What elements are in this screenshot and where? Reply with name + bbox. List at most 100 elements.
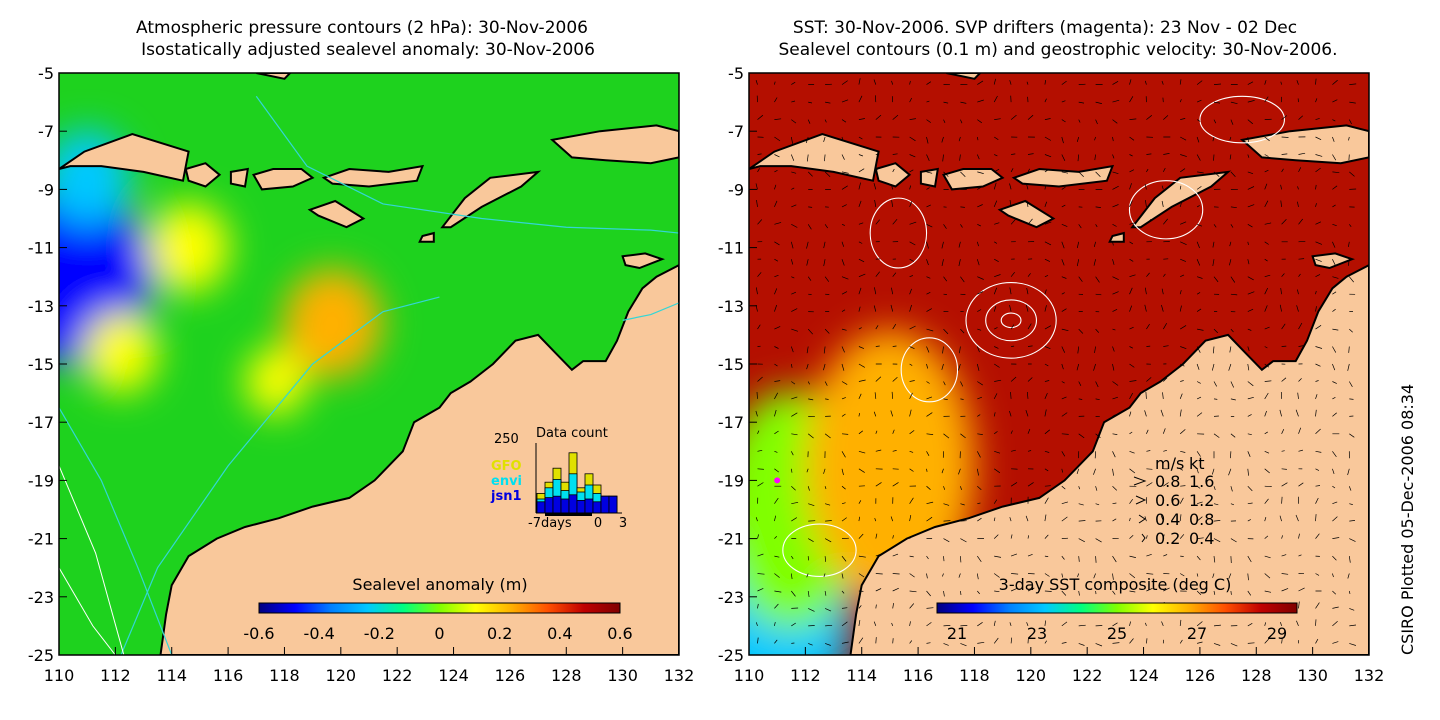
inset-bar-jsn1 [576,499,586,514]
sst-colorbar-ticks: 21 23 25 27 29 [947,624,1287,643]
sla-landmass [59,73,679,655]
island [946,73,982,80]
y-tick-label: -15 [718,355,744,374]
island [59,133,190,182]
island [549,124,679,165]
sealevel-contour-line [782,523,857,577]
x-tick-label: 116 [903,666,934,685]
sla-anomaly-blob [84,311,158,394]
sealevel-contour-line [1128,180,1204,240]
island [440,170,542,229]
bathymetry-line [59,465,125,655]
sealevel-contour-line [985,299,1038,342]
sealevel-contour-line [900,337,959,403]
inset-bar-jsn1 [592,501,602,514]
sla-colorbar-tick-label: -0.4 [304,624,335,643]
sla-y-ticks: -5 -7 -9 -11 -13 -15 -17 -19 -21 -23 -25 [28,64,67,665]
inset-x-label: -7days [528,516,572,531]
y-tick-label: -5 [38,64,54,83]
sst-title-line-1: SST: 30-Nov-2006. SVP drifters (magenta)… [793,18,1297,38]
island [942,168,1005,191]
australia-landmass [159,263,679,655]
velocity-key-arrow [1141,533,1146,543]
velocity-key-rows: 0.8 1.60.6 1.20.4 0.80.2 0.4 [1133,472,1214,548]
x-tick-label: 122 [382,666,413,685]
x-tick-label: 132 [664,666,695,685]
x-tick-label: 114 [156,666,187,685]
inset-title: Data count [536,426,608,441]
island [321,164,425,188]
x-tick-label: 130 [1297,666,1328,685]
y-tick-label: -5 [728,64,744,83]
inset-x-label: 0 [594,516,602,531]
y-tick-label: -13 [28,297,54,316]
sst-map [749,73,1369,655]
velocity-key-ms: 0.2 [1155,529,1180,548]
x-tick-label: 118 [959,666,990,685]
velocity-key-kt: 0.8 [1189,510,1214,529]
sealevel-contour-line [965,281,1057,359]
island [418,231,435,243]
sla-colorbar-tick-label: 0.2 [487,624,512,643]
x-tick-label: 120 [326,666,357,685]
island [874,162,912,188]
velocity-key-arrow [1138,514,1146,524]
sst-title-line-2: Sealevel contours (0.1 m) and geostrophi… [778,40,1337,60]
x-tick-label: 110 [734,666,765,685]
inset-max-label: 250 [494,432,519,447]
y-tick-label: -11 [28,239,54,258]
australia-landmass [849,263,1369,655]
sla-panel: Atmospheric pressure contours (2 hPa): 3… [28,18,695,685]
x-tick-label: 126 [495,666,526,685]
velocity-key-header-ms: m/s [1155,454,1184,473]
velocity-key-header-kt: kt [1189,454,1205,473]
y-tick-label: -19 [718,471,744,490]
inset-x-labels: -7days 0 3 [528,513,627,531]
sst-colorbar-tick-label: 29 [1267,624,1287,643]
x-tick-label: 118 [269,666,300,685]
sst-panel: SST: 30-Nov-2006. SVP drifters (magenta)… [718,18,1385,685]
y-tick-label: -21 [28,530,54,549]
sealevel-contour-line [1000,312,1022,329]
sst-x-ticks: 110 112 114 116 118 120 122 124 126 128 130 132 [734,647,1385,685]
sst-colorbar-tick-label: 25 [1107,624,1127,643]
y-tick-label: -17 [28,413,54,432]
sst-y-ticks: -5 -7 -9 -11 -13 -15 -17 -19 -21 -23 -25 [718,64,757,665]
x-tick-label: 132 [1354,666,1385,685]
island [621,252,666,270]
inset-x-label: 3 [619,516,627,531]
inset-bar-jsn1 [560,498,570,514]
y-tick-label: -23 [718,588,744,607]
y-tick-label: -19 [28,471,54,490]
velocity-key-kt: 1.2 [1189,491,1214,510]
inset-legend-label: GFO [491,459,522,474]
x-tick-label: 112 [790,666,821,685]
sst-colorbar [936,602,1298,614]
y-tick-label: -9 [38,180,54,199]
y-tick-label: -13 [718,297,744,316]
island [749,133,880,182]
x-tick-label: 130 [607,666,638,685]
velocity-key-kt: 0.4 [1189,529,1214,548]
sla-colorbar-tick-label: 0.4 [547,624,572,643]
inset-bar-jsn1 [600,495,610,514]
velocity-key-arrow [1135,495,1147,505]
y-tick-label: -15 [28,355,54,374]
island [919,167,940,188]
sealevel-contours [782,95,1286,577]
inset-bar-jsn1 [584,498,594,514]
velocity-key-kt: 1.6 [1189,472,1214,491]
sst-colorbar-tick-label: 27 [1187,624,1207,643]
velocity-key-ms: 0.6 [1155,491,1180,510]
y-tick-label: -21 [718,530,744,549]
island [307,199,366,229]
sst-colorbar-tick-label: 23 [1027,624,1047,643]
island [184,162,222,188]
island [256,73,292,80]
y-tick-label: -25 [718,646,744,665]
drifter-track [774,477,781,484]
sst-landmass [749,73,1369,655]
island [1011,164,1115,188]
pressure-contour-line [255,95,679,234]
